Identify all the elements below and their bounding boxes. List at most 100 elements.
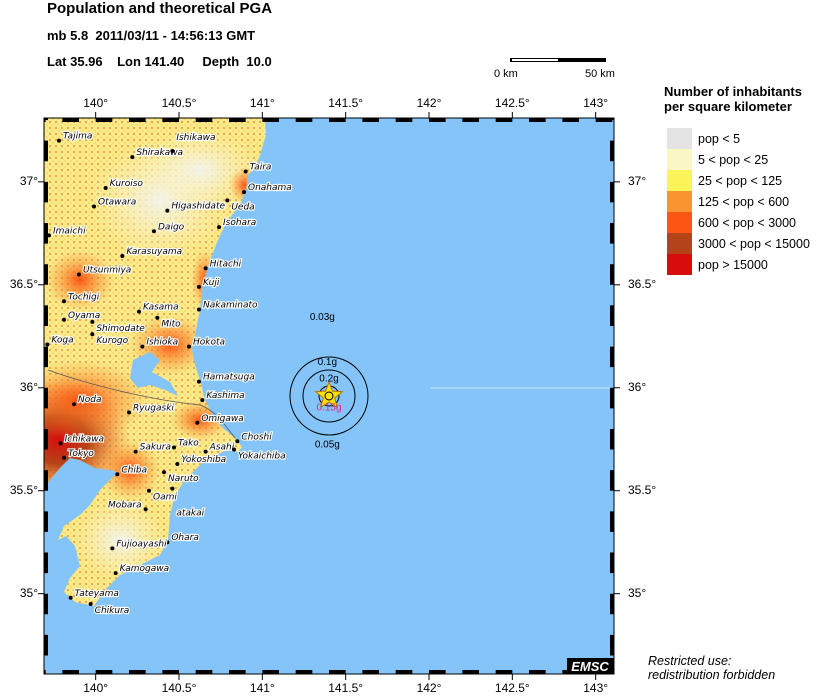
city-label: Imaichi [53, 226, 86, 236]
city-marker [115, 472, 120, 477]
city-label: Utsunmiya [83, 266, 131, 276]
legend-swatch [667, 170, 692, 191]
city-marker [175, 461, 180, 466]
legend-swatch [667, 254, 692, 275]
figure-title: Population and theoretical PGA [47, 0, 273, 17]
lon-tick-label-bottom: 140.5° [161, 681, 197, 695]
event-info: mb 5.8 2011/03/11 - 14:56:13 GMT [47, 28, 256, 43]
city-marker [235, 439, 240, 444]
lat-tick-label-right: 35° [628, 585, 647, 600]
city-label: Ishioka [146, 338, 178, 348]
lon-tick-label-bottom: 141.5° [328, 681, 364, 695]
lat-tick-label-left: 37° [19, 173, 38, 188]
legend-label: pop > 15000 [698, 258, 768, 272]
city-label: Yokaichiba [238, 452, 286, 462]
lon-tick-label-bottom: 142.5° [494, 681, 530, 695]
city-marker [197, 284, 201, 289]
city-label: Ishikawa [176, 133, 215, 143]
legend-swatch [667, 212, 692, 233]
city-marker [62, 317, 66, 322]
city-marker [172, 445, 176, 450]
city-label: Taira [250, 163, 272, 173]
lat-tick-label-left: 35.5° [9, 482, 38, 497]
lat-tick-label-left: 36.5° [9, 276, 38, 291]
city-label: Shirakawa [136, 148, 183, 158]
city-marker [110, 546, 115, 551]
city-label: Kashima [206, 391, 244, 401]
legend-item: pop > 15000 [667, 254, 822, 275]
pga-label: 0.15g [316, 402, 341, 413]
city-label: Nakaminato [203, 301, 258, 311]
city-marker [68, 595, 73, 600]
axis-ticks [38, 112, 620, 680]
city-marker [137, 309, 141, 314]
city-marker [197, 379, 201, 384]
city-marker [200, 398, 205, 403]
legend-item: 125 < pop < 600 [667, 191, 822, 212]
city-label: Asahi [209, 443, 235, 453]
city-label: Naruto [168, 474, 199, 484]
city-label: Hokota [193, 338, 225, 348]
scale-start-label: 0 km [494, 68, 518, 80]
city-label: Kurogo [96, 336, 128, 346]
city-label: Tako [178, 438, 199, 448]
city-marker [232, 447, 236, 452]
legend-item: pop < 5 [667, 128, 822, 149]
legend-swatch [667, 149, 692, 170]
city-label: Hamatsuga [203, 373, 255, 383]
lat-tick-label-left: 35° [19, 585, 38, 600]
city-label: Tokyo [68, 449, 94, 459]
city-label: Otawara [98, 198, 136, 208]
city-label: Mito [161, 320, 181, 330]
legend-item: 5 < pop < 25 [667, 149, 822, 170]
city-label: Ryugaski [133, 403, 174, 413]
scale-bar [510, 58, 606, 62]
city-label: Chiba [121, 465, 147, 475]
city-labels: Tajima Shirakawa Ishikawa Taira Onahama Ueda K… [45, 131, 293, 617]
legend-swatch [667, 233, 692, 254]
city-label: Ohara [171, 533, 199, 543]
city-marker [62, 455, 66, 460]
city-label: Sakura [140, 443, 171, 453]
legend-label: pop < 5 [698, 132, 741, 146]
star-icon [314, 380, 344, 409]
legend-label: 3000 < pop < 15000 [698, 237, 810, 251]
city-marker [127, 410, 131, 415]
lon-tick-label-bottom: 141° [249, 681, 275, 695]
city-marker [165, 208, 170, 213]
city-label: Ueda [231, 202, 254, 212]
city-marker [217, 225, 221, 230]
lon-tick-label-top: 142° [416, 96, 442, 110]
city-label: Noda [78, 395, 101, 405]
city-label: Karasuyama [126, 247, 182, 257]
city-marker [242, 190, 246, 195]
legend-label: 25 < pop < 125 [698, 174, 783, 188]
lon-tick-label-top: 140° [83, 96, 109, 110]
legend-item: 600 < pop < 3000 [667, 212, 822, 233]
city-marker [72, 402, 76, 407]
city-label: Kuji [203, 278, 220, 288]
scale-end-label: 50 km [585, 68, 615, 80]
city-marker [62, 299, 66, 304]
city-marker [77, 272, 81, 277]
lake-kasumigaura [130, 352, 178, 396]
city-label: Fujioayashi [116, 539, 167, 549]
city-marker [140, 344, 145, 349]
city-marker [203, 449, 208, 454]
lon-tick-label-top: 143° [583, 96, 609, 110]
epicenter-ring [324, 391, 334, 401]
map-frame [43, 117, 615, 675]
pga-label: 0.2g [319, 374, 338, 385]
city-label: Shimodate [96, 324, 145, 334]
city-label: Kamogawa [120, 564, 169, 574]
pga-label: 0.03g [310, 312, 335, 323]
city-marker [170, 486, 175, 491]
city-marker [225, 198, 230, 203]
city-marker [147, 488, 151, 493]
city-marker [133, 449, 138, 454]
city-label: Hitachi [210, 259, 242, 269]
city-marker [162, 470, 166, 475]
city-label: Kuroiso [110, 179, 144, 189]
pga-contour-ring [302, 369, 356, 423]
